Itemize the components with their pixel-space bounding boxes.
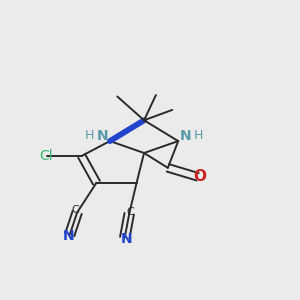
Text: N: N: [97, 129, 108, 143]
Text: Cl: Cl: [39, 149, 53, 163]
Text: N: N: [180, 129, 191, 143]
Text: C: C: [127, 206, 135, 217]
Text: N: N: [63, 229, 75, 243]
Text: H: H: [85, 129, 94, 142]
Text: H: H: [194, 129, 203, 142]
Text: O: O: [194, 169, 206, 184]
Text: C: C: [72, 205, 80, 215]
Text: N: N: [120, 232, 132, 246]
